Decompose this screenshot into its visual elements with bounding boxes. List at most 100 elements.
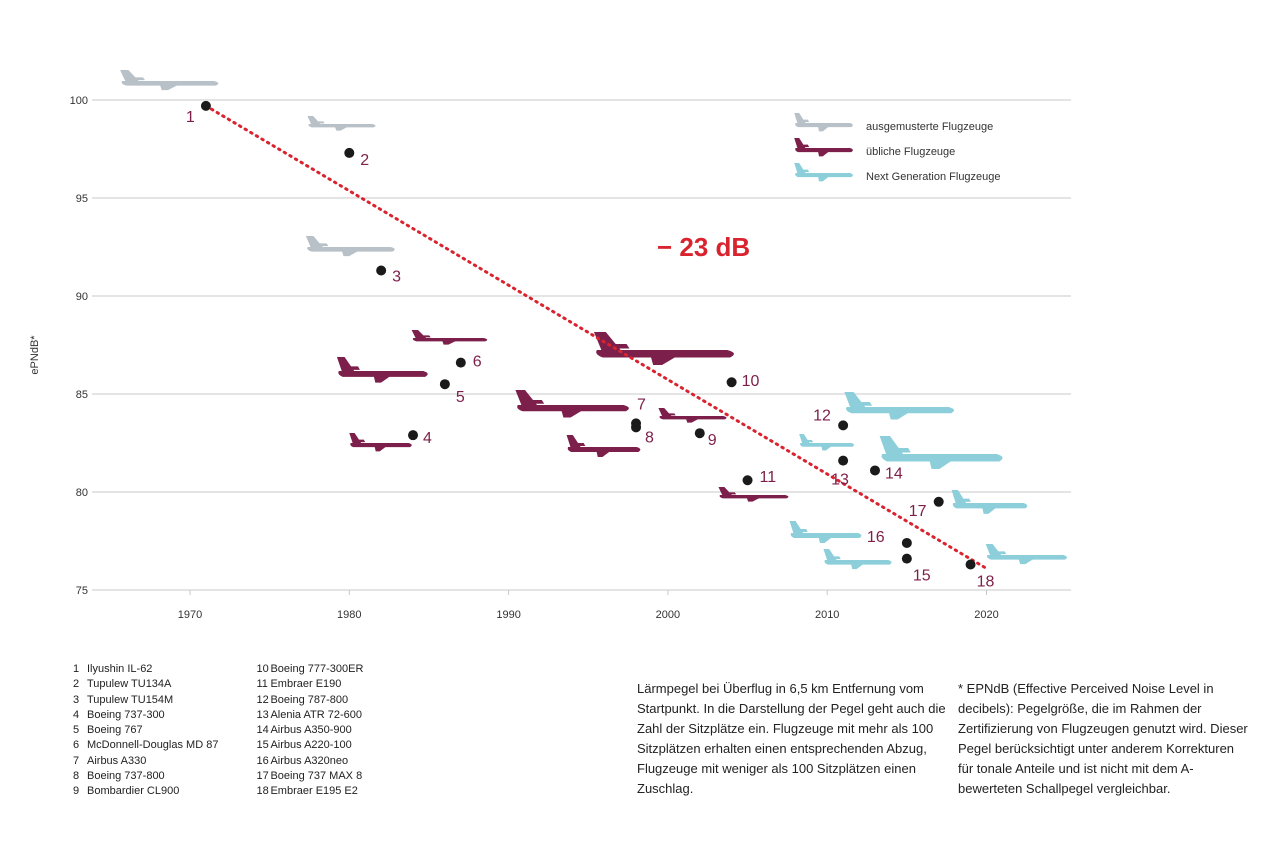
data-point-8 [631, 422, 642, 433]
point-label-12: 12 [813, 407, 831, 424]
aircraft-name-row: 18 Embraer E195 E2 [256, 784, 363, 799]
x-tick-2010: 2010 [815, 609, 839, 621]
aircraft-name-row: 14 Airbus A350-900 [256, 723, 363, 738]
aircraft-name: Boeing 737-800 [87, 770, 165, 783]
y-tick-75: 75 [76, 585, 88, 597]
y-tick-95: 95 [76, 193, 88, 205]
aircraft-name: Boeing 777-300ER [270, 663, 364, 675]
aircraft-name: Airbus A330 [87, 754, 147, 767]
data-point-2 [344, 147, 355, 158]
x-tick-2000: 2000 [656, 609, 680, 621]
epndb-footnote: * EPNdB (Effective Perceived Noise Level… [958, 681, 1248, 796]
aircraft-number: 2 [73, 678, 80, 691]
legend-label-1: ausgemusterte Flugzeuge [866, 121, 993, 133]
x-tick-1970: 1970 [178, 609, 202, 621]
point-label-8: 8 [645, 429, 654, 446]
point-label-13: 13 [831, 472, 849, 489]
point-label-3: 3 [392, 269, 401, 286]
data-points [200, 100, 976, 570]
point-label-14: 14 [885, 465, 903, 482]
aircraft-name-row: 8 Boeing 737-800 [73, 769, 218, 784]
point-label-15: 15 [913, 568, 931, 585]
aircraft-name-row: 10 Boeing 777-300ER [256, 662, 363, 677]
aircraft-name-row: 2 Tupulew TU134A [73, 677, 218, 692]
aircraft-silhouette-2 [307, 116, 376, 131]
x-tick-1990: 1990 [496, 609, 520, 621]
aircraft-silhouette-7 [515, 390, 629, 418]
aircraft-silhouette-6 [411, 330, 488, 345]
aircraft-name: Boeing 787-800 [270, 693, 349, 706]
aircraft-silhouette-18 [985, 544, 1068, 565]
point-label-4: 4 [423, 430, 432, 447]
data-point-12 [838, 420, 849, 431]
aircraft-number: 12 [256, 693, 269, 706]
aircraft-name: Embraer E195 E2 [270, 785, 358, 798]
x-tick-1980: 1980 [337, 609, 361, 621]
legend: ausgemusterte Flugzeuge übliche Flugzeuge… [794, 113, 1001, 183]
aircraft-name: Ilyushin IL-62 [87, 663, 153, 675]
y-tick-80: 80 [76, 487, 88, 499]
point-label-2: 2 [360, 152, 369, 169]
legend-label-2: übliche Flugzeuge [866, 146, 955, 158]
aircraft-name: Boeing 737-300 [87, 708, 165, 721]
data-point-11 [742, 475, 753, 486]
legend-swatch-1 [794, 113, 853, 132]
aircraft-name: Boeing 767 [87, 724, 143, 737]
aircraft-name: Airbus A320neo [270, 754, 349, 767]
aircraft-number: 18 [256, 785, 269, 798]
aircraft-silhouette-9 [658, 408, 727, 423]
aircraft-silhouette-4 [349, 433, 412, 452]
aircraft-name: Tupulew TU134A [87, 678, 172, 691]
aircraft-silhouette-14 [879, 436, 1003, 469]
data-point-4 [408, 430, 419, 441]
aircraft-name-row: 12 Boeing 787-800 [256, 693, 363, 708]
data-point-17 [933, 496, 944, 507]
aircraft-name: Alenia ATR 72-600 [270, 708, 362, 721]
data-point-9 [694, 428, 705, 439]
y-tick-85: 85 [76, 389, 88, 401]
aircraft-silhouette-11 [718, 487, 789, 502]
y-tick-90: 90 [76, 291, 88, 303]
aircraft-silhouette-5 [336, 357, 428, 383]
data-point-14 [869, 465, 880, 476]
trend-line [204, 104, 988, 570]
aircraft-silhouette-3 [305, 236, 395, 257]
aircraft-name-row: 13 Alenia ATR 72-600 [256, 708, 363, 723]
aircraft-name-row: 17 Boeing 737 MAX 8 [256, 769, 363, 784]
aircraft-silhouette-15 [823, 549, 892, 570]
aircraft-silhouette-8 [566, 435, 641, 457]
aircraft-name-row: 16 Airbus A320neo [256, 754, 363, 769]
aircraft-name: Boeing 737 MAX 8 [270, 770, 363, 783]
aircraft-name-row: 7 Airbus A330 [73, 754, 218, 769]
aircraft-number: 10 [256, 663, 269, 675]
data-point-18 [965, 559, 976, 570]
aircraft-silhouette-13 [799, 434, 855, 451]
point-label-6: 6 [473, 354, 482, 371]
aircraft-number: 14 [256, 724, 269, 737]
point-label-1: 1 [186, 109, 195, 126]
aircraft-number: 5 [73, 724, 80, 737]
aircraft-number: 3 [73, 693, 80, 706]
legend-swatch-2 [794, 138, 853, 157]
aircraft-name-row: 3 Tupulew TU154M [73, 693, 218, 708]
aircraft-name-row: 9 Bombardier CL900 [73, 784, 218, 799]
aircraft-name-row: 4 Boeing 737-300 [73, 708, 218, 723]
data-point-10 [726, 377, 737, 388]
aircraft-number: 13 [256, 708, 269, 721]
aircraft-name-row: 6 McDonnell-Douglas MD 87 [73, 738, 218, 753]
x-tick-labels: 1970 1980 1990 2000 2010 2020 [178, 590, 999, 621]
aircraft-name: Embraer E190 [270, 678, 342, 691]
point-label-5: 5 [456, 389, 465, 406]
aircraft-number: 7 [73, 754, 80, 767]
aircraft-name-row: 5 Boeing 767 [73, 723, 218, 738]
aircraft-name: Bombardier CL900 [87, 785, 180, 798]
aircraft-name-row: 11 Embraer E190 [256, 677, 363, 692]
reduction-annotation: − 23 dB [657, 232, 750, 262]
aircraft-number: 8 [73, 770, 80, 783]
aircraft-name: Tupulew TU154M [87, 693, 174, 706]
aircraft-silhouette-12 [844, 392, 955, 420]
aircraft-number: 1 [73, 663, 80, 675]
aircraft-name-row: 1 Ilyushin IL-62 [73, 662, 218, 677]
legend-swatch-3 [794, 163, 853, 182]
